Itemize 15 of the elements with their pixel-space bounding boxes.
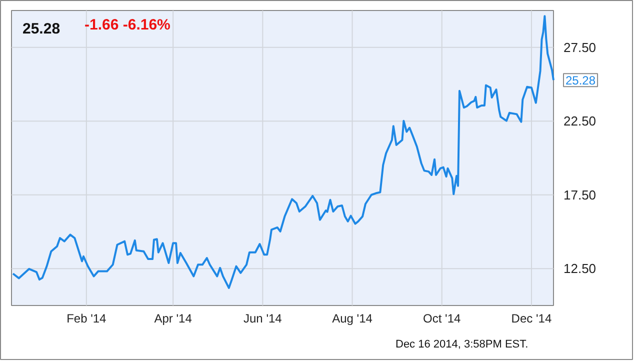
text: 25.28 [22,20,60,38]
y-tick-label: 17.50 [564,187,596,202]
x-tick-label: Oct '14 [423,312,462,326]
chart-subtitle: -1.66 -6.16% [84,16,170,34]
text: Dec 16 2014, 3:58PM EST. [396,338,528,350]
annotation: 25.28 [566,74,596,88]
y-tick-label: 12.50 [564,261,596,276]
y-tick-label: 27.50 [564,40,596,55]
x-tick-label: Feb '14 [66,312,107,326]
x-tick-label: Apr '14 [154,312,192,326]
y-tick-label: 22.50 [564,114,596,129]
x-tick-label: Aug '14 [332,312,373,326]
x-tick-label: Jun '14 [244,312,282,326]
x-tick-label: Dec '14 [511,312,552,326]
line-series [12,15,554,289]
